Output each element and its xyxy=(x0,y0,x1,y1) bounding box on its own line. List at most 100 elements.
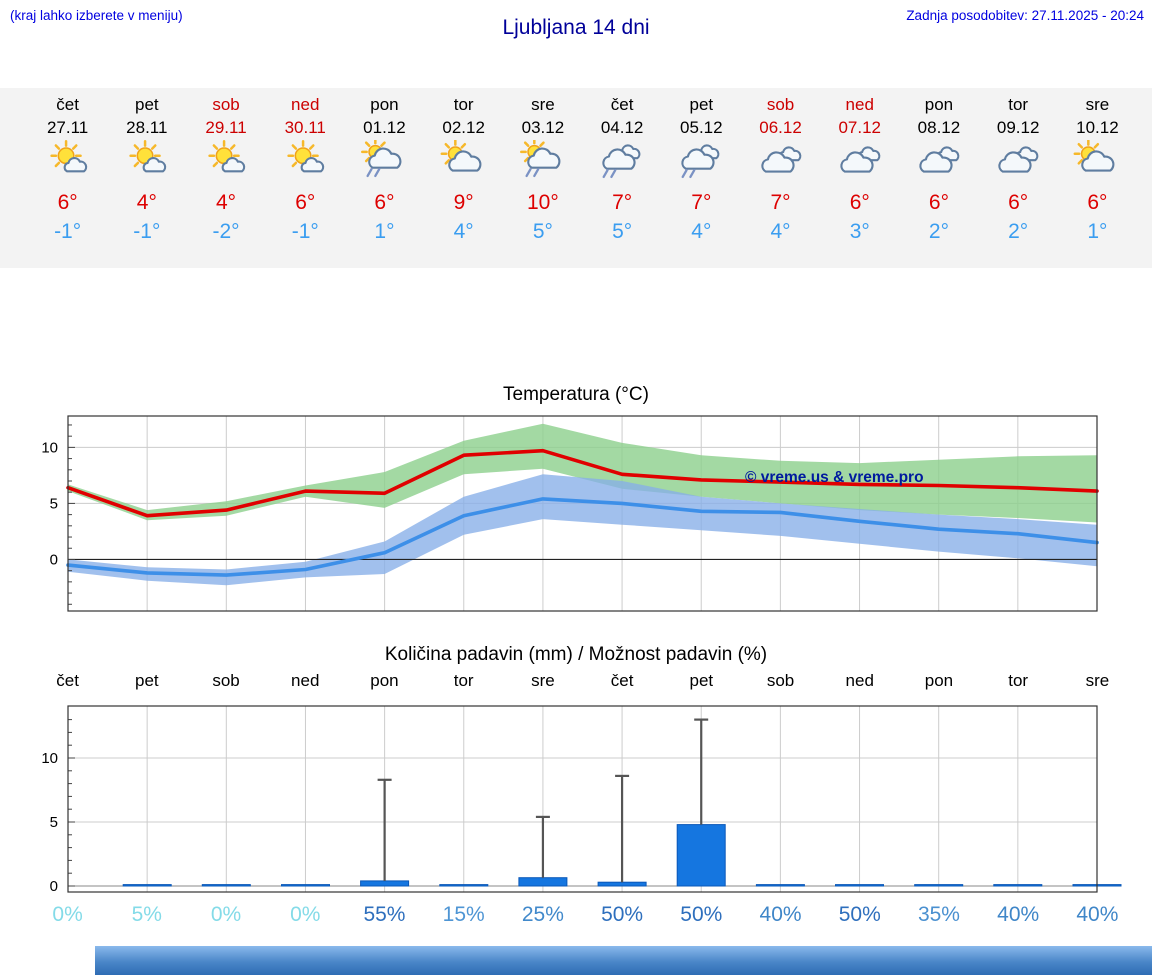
cloudy-icon xyxy=(760,146,801,173)
precip-day-label: ned xyxy=(845,671,874,690)
forecast-day: sre 10.12 6° 1° xyxy=(1058,88,1137,244)
precip-day-label: tor xyxy=(1008,671,1029,690)
day-name: pon xyxy=(370,95,399,114)
day-name: pon xyxy=(924,95,954,114)
temp-min: 1° xyxy=(1087,220,1108,243)
forecast-day: pet 05.12 7° 4° xyxy=(662,88,741,244)
last-update: Zadnja posodobitev: 27.11.2025 - 20:24 xyxy=(906,8,1144,23)
day-name: pet xyxy=(134,95,159,114)
day-name: sob xyxy=(212,95,240,114)
precip-day-label: tor xyxy=(453,671,474,690)
max-temp-range-band xyxy=(68,423,1097,523)
temp-min: 5° xyxy=(612,220,633,243)
day-name: tor xyxy=(453,95,474,114)
day-date: 10.12 xyxy=(1076,118,1119,137)
precip-probability: 40% xyxy=(997,903,1040,926)
max-temp-line xyxy=(66,448,1099,518)
temp-max: 6° xyxy=(57,191,78,214)
precip-day-label: sob xyxy=(212,671,240,690)
weather-icon-slot xyxy=(107,139,186,190)
temp-min: 3° xyxy=(849,220,870,243)
forecast-day: pon 08.12 6° 2° xyxy=(899,88,978,244)
y-tick-label: 10 xyxy=(41,750,58,767)
precip-bar xyxy=(835,884,884,887)
temp-min: -1° xyxy=(54,220,82,243)
temp-max: 4° xyxy=(215,191,237,214)
y-tick-label: 10 xyxy=(41,439,58,456)
watermark-link[interactable]: © vreme.us & vreme.pro xyxy=(745,469,924,486)
day-name: tor xyxy=(1008,95,1029,114)
precip-probability: 50% xyxy=(838,903,881,926)
temp-min: 4° xyxy=(770,220,791,243)
day-name: sre xyxy=(1085,95,1110,114)
sun-cloud-rain-icon xyxy=(361,137,402,178)
day-date: 08.12 xyxy=(917,118,961,137)
weather-icon-slot xyxy=(979,140,1058,190)
precip-day-label: pon xyxy=(370,671,399,690)
precip-bar xyxy=(122,884,172,887)
precip-bar xyxy=(914,884,964,887)
forecast-day: pet 28.11 4° -1° xyxy=(107,88,186,244)
forecast-day: čet 27.11 6° -1° xyxy=(28,88,107,244)
temp-max: 6° xyxy=(849,191,870,214)
precip-probability: 55% xyxy=(363,903,406,926)
bottom-banner xyxy=(95,946,1152,975)
precip-day-label: čet xyxy=(56,671,79,690)
precip-probability: 0% xyxy=(210,903,242,926)
precip-probability: 40% xyxy=(759,903,802,926)
precip-probability: 50% xyxy=(601,903,644,926)
temp-max: 9° xyxy=(453,191,474,214)
day-name: čet xyxy=(610,95,634,114)
sun-small-cloud-icon xyxy=(208,139,246,173)
day-name: čet xyxy=(56,95,79,114)
temp-max: 6° xyxy=(928,191,949,214)
day-name: sob xyxy=(766,95,795,114)
day-name: ned xyxy=(291,95,320,114)
precip-probability: 25% xyxy=(521,903,564,926)
day-date: 27.11 xyxy=(46,118,89,137)
day-name: sre xyxy=(531,95,555,114)
precip-bar xyxy=(360,880,410,887)
precip-probability: 35% xyxy=(917,903,960,926)
sun-small-cloud-icon xyxy=(287,139,325,173)
temp-max: 4° xyxy=(136,191,157,214)
precip-probability: 5% xyxy=(131,903,162,926)
weather-icon-slot xyxy=(662,140,741,190)
weather-icon-slot xyxy=(186,139,265,190)
day-date: 01.12 xyxy=(363,118,406,137)
temperature-chart: 0 5 10 © vreme.us & vreme.pro xyxy=(41,415,1099,612)
temp-min: 4° xyxy=(691,220,712,243)
weather-icon-slot xyxy=(1058,139,1137,190)
temp-max: 7° xyxy=(770,191,791,214)
weather-icon-slot xyxy=(741,140,820,190)
forecast-day: ned 30.11 6° -1° xyxy=(266,88,345,244)
forecast-days: čet 27.11 6° -1° pet 28.11 4° -1° sob 29.11 4° -2° n… xyxy=(28,88,1137,244)
day-date: 05.12 xyxy=(680,118,723,137)
temp-min: -1° xyxy=(133,220,161,243)
weather-icon-slot xyxy=(424,139,503,190)
cloud-rain-icon xyxy=(681,144,720,179)
precip-day-label: sre xyxy=(1085,671,1110,690)
precip-bar xyxy=(597,881,647,887)
sun-cloud-icon xyxy=(440,139,482,172)
forecast-strip: čet 27.11 6° -1° pet 28.11 4° -1° sob 29.11 4° -2° n… xyxy=(0,88,1152,268)
temp-max: 6° xyxy=(374,191,395,214)
temp-max: 6° xyxy=(1087,191,1108,214)
day-date: 28.11 xyxy=(126,118,168,137)
temp-max: 7° xyxy=(612,191,633,214)
y-tick-label: 0 xyxy=(50,551,58,568)
day-date: 06.12 xyxy=(759,118,802,137)
precip-probability: 50% xyxy=(680,903,723,926)
precip-probability-row: 0% 5% 0% 0% 55% 15% 25% 50% 50% 40% 50% 35% 40% 40% xyxy=(28,903,1137,927)
sun-cloud-rain-icon xyxy=(519,137,561,178)
day-date: 29.11 xyxy=(205,118,247,137)
precip-day-label: sre xyxy=(531,671,555,690)
day-date: 09.12 xyxy=(996,118,1040,137)
cloudy-icon xyxy=(998,146,1039,173)
day-date: 04.12 xyxy=(600,118,644,137)
precip-bar xyxy=(281,884,330,887)
temp-min: 2° xyxy=(928,220,949,243)
cloudy-icon xyxy=(840,146,881,173)
temp-max: 6° xyxy=(295,191,316,214)
